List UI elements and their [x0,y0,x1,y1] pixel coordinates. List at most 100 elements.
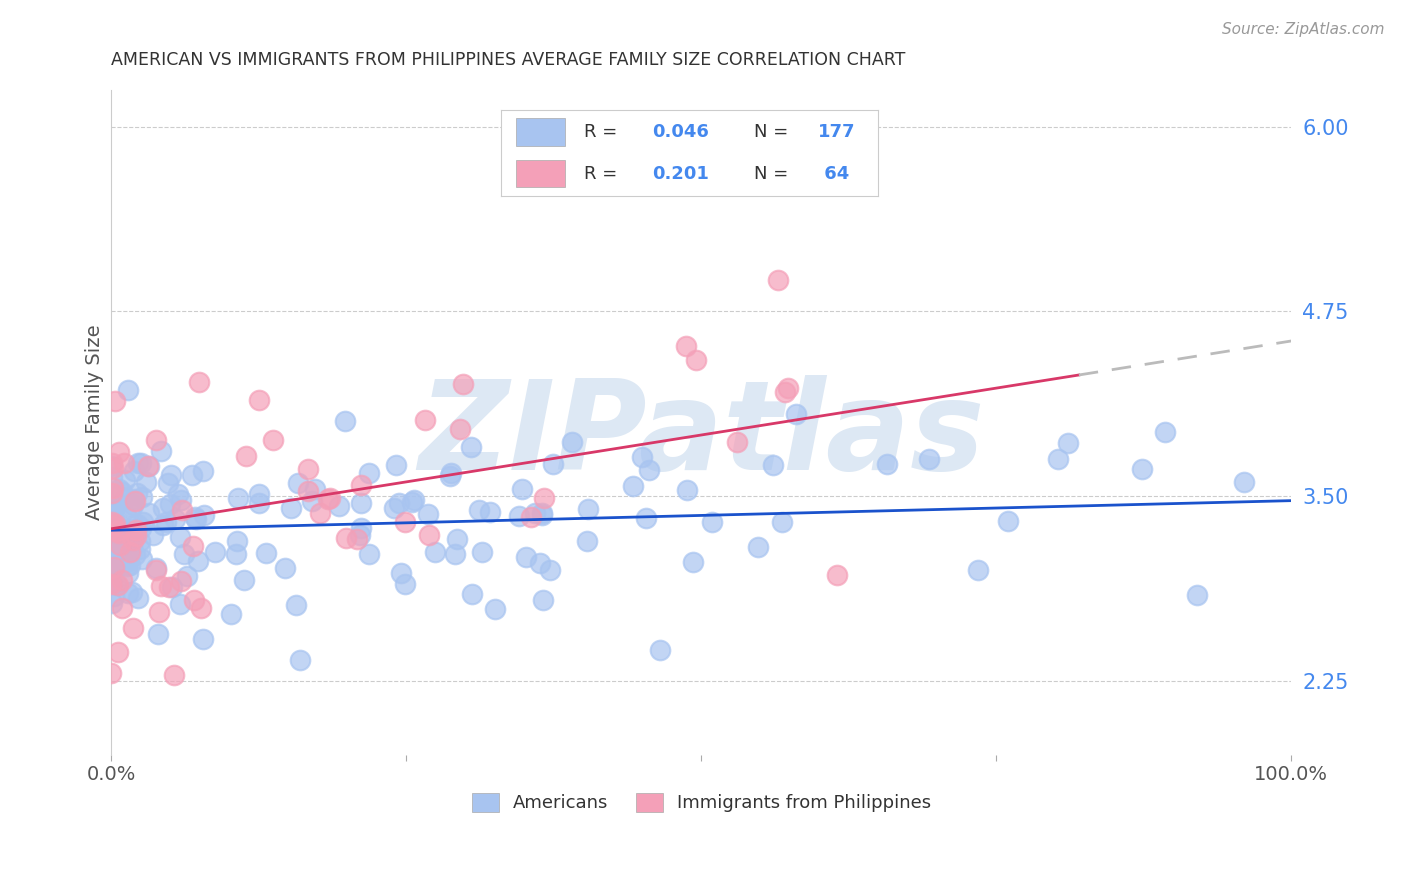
Point [484,602,506,616]
Point [121,533,143,548]
Point [530,506,553,520]
Point [132,515,155,529]
Point [778,381,800,395]
Point [449,422,471,436]
Point [117,566,139,580]
Point [1057,436,1080,450]
Point [103,560,125,574]
Point [471,544,494,558]
Point [157,580,180,594]
Point [460,440,482,454]
Point [121,530,143,544]
Point [100,665,122,680]
Point [190,601,212,615]
Point [1185,588,1208,602]
Point [404,493,426,508]
Point [346,532,368,546]
Point [138,459,160,474]
Point [187,554,209,568]
Point [129,521,152,535]
Text: Source: ZipAtlas.com: Source: ZipAtlas.com [1222,22,1385,37]
Point [530,508,553,522]
Point [114,473,136,487]
Point [107,517,129,532]
Point [104,561,127,575]
Point [394,577,416,591]
Point [524,506,547,520]
Point [247,495,270,509]
Point [100,535,122,549]
Point [120,500,142,515]
Point [191,464,214,478]
Point [148,605,170,619]
Point [675,339,697,353]
Point [120,545,142,559]
Point [103,534,125,549]
Point [762,458,785,472]
Point [1154,425,1177,440]
Point [159,468,181,483]
Point [510,482,533,496]
Point [118,533,141,547]
Point [124,548,146,562]
Point [328,500,350,514]
Point [103,589,125,603]
Point [232,573,254,587]
Point [335,531,357,545]
Point [118,522,141,536]
Point [479,505,502,519]
Point [122,492,145,507]
Point [152,500,174,515]
Point [127,457,149,471]
Point [301,494,323,508]
Point [235,450,257,464]
Point [100,515,122,529]
Point [100,571,122,585]
Point [100,549,122,563]
Point [176,569,198,583]
Point [676,483,699,497]
Point [145,433,167,447]
Point [100,486,122,500]
Point [204,545,226,559]
Point [630,450,652,464]
Point [225,533,247,548]
Point [285,598,308,612]
Point [103,505,125,519]
Point [169,530,191,544]
Point [389,566,412,581]
Point [117,554,139,568]
Point [105,538,128,552]
Point [169,598,191,612]
Legend: Americans, Immigrants from Philippines: Americans, Immigrants from Philippines [471,793,931,813]
Point [145,561,167,575]
Point [359,466,381,480]
Point [773,384,796,399]
Point [997,514,1019,528]
Point [107,578,129,592]
Point [451,377,474,392]
Point [167,487,190,501]
Point [1130,462,1153,476]
Point [125,486,148,500]
Point [108,526,131,541]
Point [561,434,583,449]
Text: AMERICAN VS IMMIGRANTS FROM PHILIPPINES AVERAGE FAMILY SIZE CORRELATION CHART: AMERICAN VS IMMIGRANTS FROM PHILIPPINES … [111,51,905,69]
Point [105,543,128,558]
Point [101,522,124,536]
Point [418,528,440,542]
Point [350,520,373,534]
Point [575,533,598,548]
Point [100,596,122,610]
Point [254,546,277,560]
Point [191,632,214,646]
Point [280,501,302,516]
Point [541,457,564,471]
Point [349,528,371,542]
Point [101,516,124,531]
Point [170,502,193,516]
Point [101,500,124,515]
Point [142,528,165,542]
Point [1047,451,1070,466]
Point [120,527,142,541]
